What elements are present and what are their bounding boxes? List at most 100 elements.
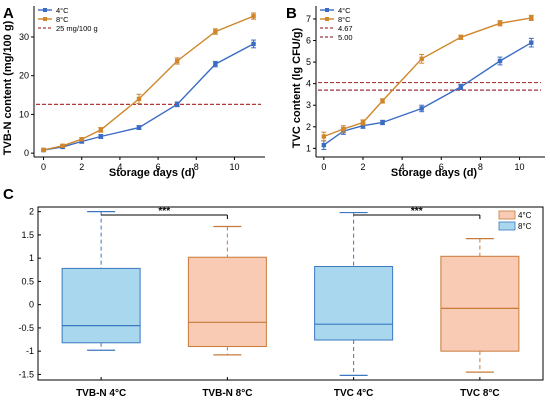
pb-y-tick-label: 4: [306, 79, 311, 89]
pa-data-point: [213, 29, 218, 34]
c-significance-label: ***: [158, 206, 170, 217]
pa-data-point: [41, 147, 46, 153]
pa-y-tick-label: 10: [19, 109, 29, 119]
pb-data-point: [419, 56, 424, 62]
pb-y-tick-label: 6: [306, 36, 311, 46]
c-box-2: [187, 256, 267, 348]
panel-c-chart: -1.5 -1 -0.5 0 0.5 1 1.5 2 TVB-N 4°C TVB-N 8°C TVC…: [18, 206, 544, 399]
pb-data-point: [497, 21, 503, 26]
pa-data-point: [98, 127, 104, 133]
c-box-3: [314, 266, 394, 341]
pa-data-point: [213, 61, 218, 67]
pa-legend-label: 25 mg/100 g: [56, 24, 98, 33]
pa-data-point: [174, 102, 180, 107]
pb-y-tick-label: 5: [306, 57, 311, 67]
c-y-tick-label: 1: [29, 253, 34, 263]
panel-label-c: C: [3, 186, 14, 203]
pb-y-tick-label: 1: [306, 143, 311, 153]
c-legend-swatch: [498, 210, 516, 220]
pb-data-point: [497, 58, 503, 64]
c-legend-label: 4°C: [518, 211, 532, 220]
pb-data-point: [419, 106, 424, 111]
pa-data-point: [60, 143, 65, 148]
panel-a-chart: TVB-N content (mg/100 g) Storage days (d…: [2, 6, 265, 179]
pb-y-tick-label: 2: [306, 122, 311, 132]
panel-b-chart: TVC content (lg CFU/g) Storage days (d) …: [291, 6, 545, 179]
pa-legend-marker: [43, 17, 47, 21]
pb-series-line-1: [323, 42, 532, 146]
pa-x-tick-label: 6: [156, 162, 161, 172]
pa-x-tick-label: 10: [229, 162, 239, 172]
pa-data-point: [79, 139, 84, 144]
pb-x-tick-label: 0: [321, 162, 326, 172]
c-x-tick-label: TVC 8°C: [460, 388, 500, 399]
pa-data-point: [136, 125, 142, 130]
pa-y-tick-label: 30: [19, 32, 29, 42]
c-y-tick-label: -0.5: [18, 323, 34, 333]
c-x-tick-label: TVB-N 8°C: [202, 388, 252, 399]
panel-label-b: B: [286, 5, 297, 22]
pa-series-line-2: [43, 15, 254, 151]
pa-y-tick-label: 0: [24, 148, 29, 158]
pb-x-tick-label: 4: [400, 162, 405, 172]
pa-x-tick-label: 2: [79, 162, 84, 172]
pb-y-tick-label: 3: [306, 100, 311, 110]
c-legend-label: 8°C: [518, 222, 532, 231]
pb-legend-label: 8°C: [338, 15, 351, 24]
pb-data-point: [458, 35, 464, 40]
pa-data-point: [251, 13, 256, 19]
pb-legend-label: 4°C: [338, 6, 351, 15]
c-x-tick-label: TVB-N 4°C: [76, 388, 126, 399]
panel-a-ylabel: TVB-N content (mg/100 g): [2, 20, 14, 155]
c-legend-swatch: [498, 221, 516, 231]
c-significance-label: ***: [411, 206, 423, 217]
pa-data-point: [79, 136, 84, 142]
pa-y-tick-label: 20: [19, 71, 29, 81]
c-box-1: [61, 267, 141, 344]
c-x-tick-label: TVC 4°C: [334, 388, 374, 399]
pb-x-tick-label: 6: [439, 162, 444, 172]
panel-a-xlabel: Storage days (d): [109, 167, 196, 179]
c-y-tick-label: 1.5: [21, 230, 34, 240]
c-y-tick-label: 2: [29, 207, 34, 217]
pb-legend-marker: [325, 17, 329, 21]
pa-data-point: [98, 134, 104, 139]
c-y-tick-label: 0.5: [21, 276, 34, 286]
pb-data-point: [341, 126, 346, 132]
pb-data-point: [380, 120, 385, 125]
pb-data-point: [458, 84, 464, 90]
c-box-4: [440, 255, 520, 352]
pa-data-point: [174, 58, 180, 64]
panel-b-ylabel: TVC content (lg CFU/g): [291, 27, 303, 148]
pa-x-tick-label: 8: [194, 162, 199, 172]
c-y-tick-label: 0: [29, 300, 34, 310]
pa-data-point: [251, 41, 256, 47]
c-plot-frame: [37, 206, 544, 381]
pb-y-tick-label: 7: [306, 14, 311, 24]
pb-data-point: [360, 120, 366, 125]
pb-data-point: [321, 134, 327, 139]
c-y-tick-label: -1.5: [18, 369, 34, 379]
panel-label-a: A: [3, 5, 14, 22]
pa-x-tick-label: 0: [41, 162, 46, 172]
pb-x-tick-label: 10: [515, 162, 525, 172]
pa-legend-label: 4°C: [56, 6, 69, 15]
pb-data-point: [529, 15, 534, 21]
panel-b-xlabel: Storage days (d): [391, 167, 478, 179]
pa-legend-marker: [43, 8, 47, 12]
pb-data-point: [321, 142, 327, 148]
pb-legend-marker: [325, 8, 329, 12]
pb-legend-label: 5.00: [338, 33, 353, 42]
pb-x-tick-label: 2: [360, 162, 365, 172]
pb-series-line-2: [323, 17, 532, 138]
pa-series-line-1: [43, 43, 254, 151]
pb-data-point: [529, 40, 534, 45]
c-y-tick-label: -1: [26, 346, 34, 356]
pa-legend-label: 8°C: [56, 15, 69, 24]
pb-data-point: [360, 123, 366, 128]
pb-legend-label: 4.67: [338, 24, 353, 33]
pa-x-tick-label: 4: [117, 162, 122, 172]
pa-data-point: [136, 96, 142, 102]
